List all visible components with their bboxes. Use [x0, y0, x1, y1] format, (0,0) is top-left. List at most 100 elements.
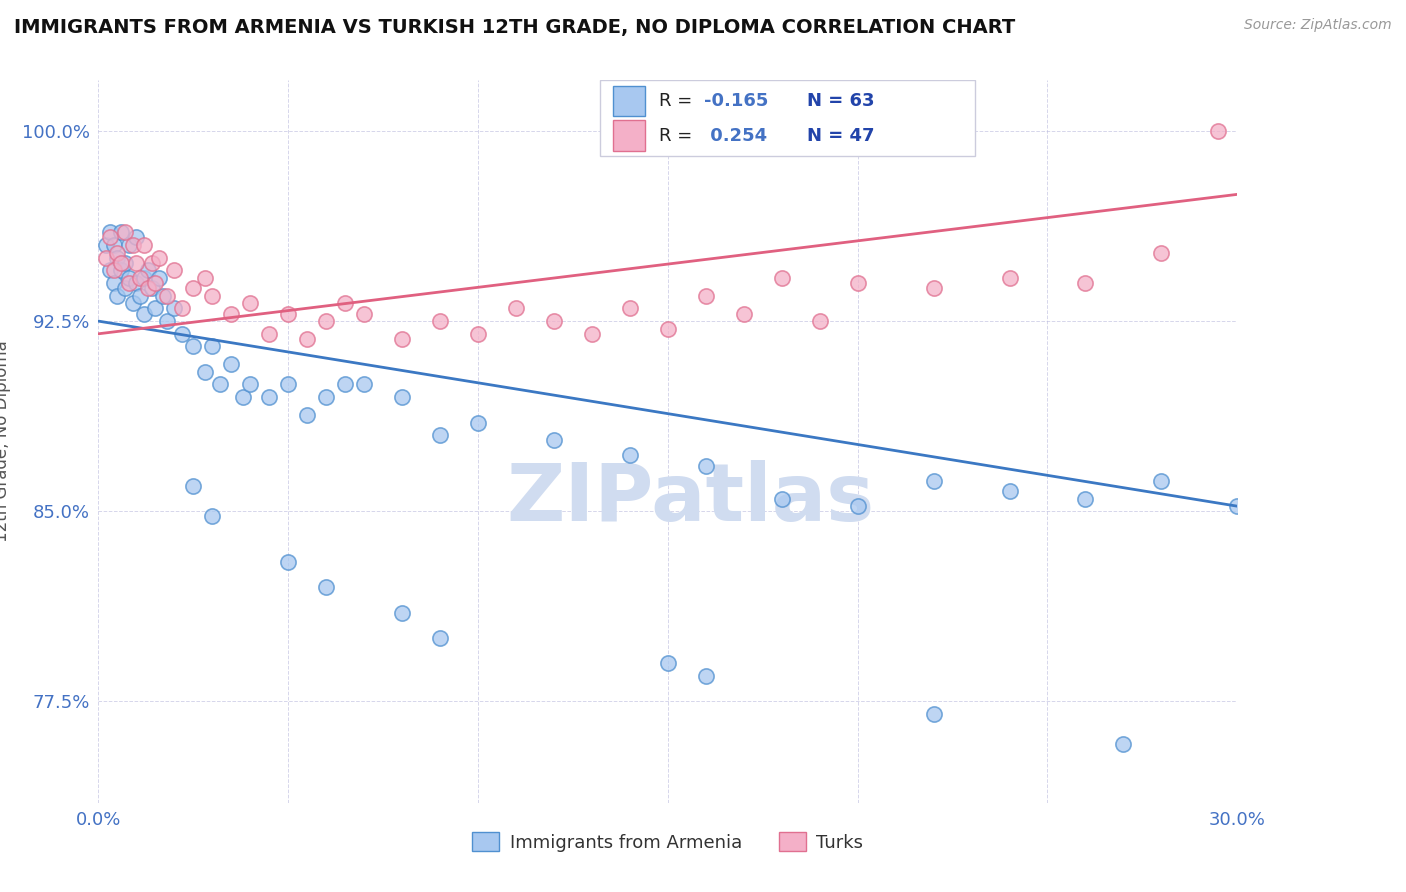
Point	[183, 281, 205, 295]
Point	[239, 377, 262, 392]
Point	[619, 449, 641, 463]
Text: R =: R =	[659, 92, 697, 110]
Point	[121, 296, 143, 310]
Point	[391, 606, 413, 620]
Point	[657, 657, 679, 671]
Point	[277, 306, 299, 320]
Point	[125, 256, 148, 270]
Point	[114, 256, 136, 270]
Point	[163, 301, 186, 316]
Point	[695, 289, 717, 303]
Point	[467, 416, 489, 430]
Point	[132, 271, 155, 285]
Point	[619, 301, 641, 316]
Text: ZIPatlas: ZIPatlas	[506, 460, 875, 539]
Point	[141, 256, 163, 270]
Point	[132, 306, 155, 320]
Point	[1074, 276, 1097, 290]
Point	[1208, 124, 1230, 138]
Point	[353, 377, 375, 392]
Point	[141, 281, 163, 295]
Point	[125, 230, 148, 244]
Point	[148, 271, 170, 285]
Point	[239, 296, 262, 310]
Point	[297, 332, 319, 346]
Point	[136, 281, 159, 295]
Point	[277, 555, 299, 569]
Point	[770, 271, 793, 285]
Point	[114, 226, 136, 240]
Point	[259, 326, 281, 341]
Text: Source: ZipAtlas.com: Source: ZipAtlas.com	[1244, 18, 1392, 32]
Bar	[613, 120, 645, 151]
Point	[183, 479, 205, 493]
Point	[221, 357, 243, 371]
Point	[170, 301, 193, 316]
Legend: Immigrants from Armenia, Turks: Immigrants from Armenia, Turks	[465, 825, 870, 859]
Point	[107, 289, 129, 303]
Point	[695, 458, 717, 473]
Bar	[613, 86, 645, 116]
Text: N = 63: N = 63	[807, 92, 875, 110]
Point	[429, 428, 451, 442]
Point	[121, 238, 143, 252]
Point	[733, 306, 755, 320]
Point	[132, 238, 155, 252]
Point	[152, 289, 174, 303]
Point	[107, 245, 129, 260]
Point	[194, 271, 217, 285]
Point	[98, 226, 121, 240]
Point	[315, 580, 337, 594]
Point	[201, 509, 224, 524]
Point	[118, 271, 141, 285]
Point	[156, 289, 179, 303]
Point	[110, 226, 132, 240]
Point	[1150, 245, 1173, 260]
Point	[98, 230, 121, 244]
Text: 0.254: 0.254	[704, 127, 768, 145]
Point	[297, 408, 319, 422]
Point	[335, 296, 357, 310]
Point	[922, 281, 945, 295]
Point	[277, 377, 299, 392]
Point	[808, 314, 831, 328]
Point	[145, 301, 167, 316]
Point	[1150, 474, 1173, 488]
Point	[770, 491, 793, 506]
Point	[103, 238, 125, 252]
Point	[201, 339, 224, 353]
Point	[129, 289, 152, 303]
Point	[846, 276, 869, 290]
Point	[201, 289, 224, 303]
Point	[110, 263, 132, 277]
Point	[429, 314, 451, 328]
Point	[103, 276, 125, 290]
Point	[232, 390, 254, 404]
Point	[581, 326, 603, 341]
Point	[259, 390, 281, 404]
Point	[170, 326, 193, 341]
Point	[118, 238, 141, 252]
Point	[353, 306, 375, 320]
FancyBboxPatch shape	[599, 80, 976, 156]
Point	[107, 251, 129, 265]
Point	[221, 306, 243, 320]
Point	[125, 276, 148, 290]
Point	[391, 332, 413, 346]
Point	[505, 301, 527, 316]
Point	[110, 256, 132, 270]
Point	[208, 377, 231, 392]
Point	[94, 251, 117, 265]
Point	[922, 707, 945, 722]
Point	[922, 474, 945, 488]
Text: R =: R =	[659, 127, 697, 145]
Point	[118, 276, 141, 290]
Point	[315, 314, 337, 328]
Point	[695, 669, 717, 683]
Point	[129, 271, 152, 285]
Point	[543, 434, 565, 448]
Point	[156, 314, 179, 328]
Point	[145, 276, 167, 290]
Point	[998, 271, 1021, 285]
Point	[94, 238, 117, 252]
